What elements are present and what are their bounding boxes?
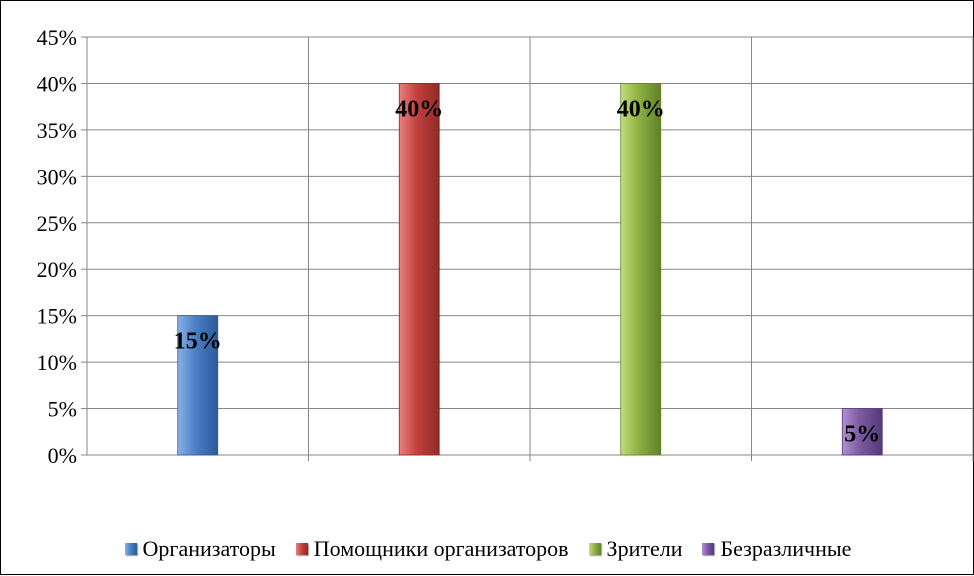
legend-item: Организаторы xyxy=(124,536,276,562)
legend-label: Организаторы xyxy=(142,536,276,561)
bar-1 xyxy=(177,315,219,456)
y-tick-label: 45% xyxy=(37,25,77,50)
y-tick-label: 30% xyxy=(37,164,77,189)
y-tick-label: 35% xyxy=(37,118,77,143)
bar-3 xyxy=(620,83,662,456)
y-axis-tick-labels: 0% 5% 10% 15% 20% 25% 30% 35% 40% 45% xyxy=(37,25,77,468)
data-label: 40% xyxy=(395,96,443,122)
legend-item: Безразличные xyxy=(702,536,851,562)
gridlines xyxy=(81,36,974,461)
data-label: 5% xyxy=(844,422,880,448)
legend-label: Зрители xyxy=(606,536,683,561)
bars xyxy=(177,83,883,456)
legend-label: Помощники организаторов xyxy=(313,536,569,561)
legend-swatch xyxy=(295,543,308,555)
y-tick-label: 10% xyxy=(37,350,77,375)
y-tick-label: 20% xyxy=(37,257,77,282)
y-tick-label: 40% xyxy=(37,71,77,96)
y-tick-label: 25% xyxy=(37,211,77,236)
legend-swatch xyxy=(588,543,601,555)
data-label: 15% xyxy=(174,329,222,355)
legend-item: Помощники организаторов xyxy=(295,536,569,562)
data-label: 40% xyxy=(617,96,665,122)
y-tick-label: 5% xyxy=(48,397,77,422)
bar-4 xyxy=(841,408,883,456)
bar-2 xyxy=(398,83,440,456)
legend-item: Зрители xyxy=(588,536,683,562)
legend-label: Безразличные xyxy=(720,536,852,561)
legend-swatch xyxy=(124,543,137,555)
y-tick-label: 15% xyxy=(37,304,77,329)
y-tick-label: 0% xyxy=(48,443,77,468)
data-labels: 15% 40% 40% 5% xyxy=(174,96,881,447)
legend-swatch xyxy=(702,543,715,555)
legend: Организаторы Помощники организаторов Зрите… xyxy=(1,531,974,567)
